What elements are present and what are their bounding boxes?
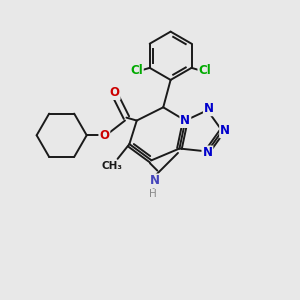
Text: H: H — [149, 189, 157, 199]
Text: N: N — [204, 102, 214, 115]
Text: O: O — [110, 86, 120, 99]
Text: Cl: Cl — [130, 64, 143, 77]
Text: N: N — [180, 114, 190, 127]
Text: CH₃: CH₃ — [101, 161, 122, 171]
Text: Cl: Cl — [198, 64, 211, 77]
Text: N: N — [202, 146, 212, 159]
Text: N: N — [220, 124, 230, 137]
Text: N: N — [149, 174, 159, 188]
Text: O: O — [99, 129, 110, 142]
